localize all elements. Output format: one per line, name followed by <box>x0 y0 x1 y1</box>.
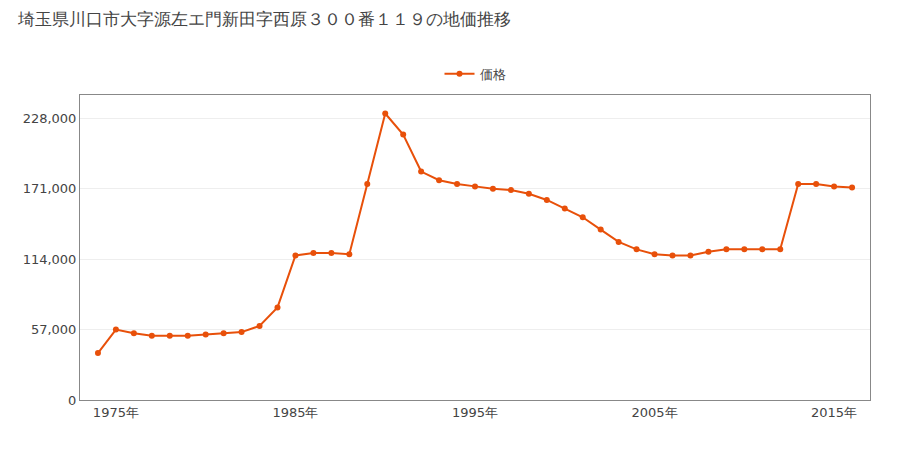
svg-text:0: 0 <box>68 393 76 408</box>
svg-text:1975年: 1975年 <box>93 405 139 420</box>
svg-text:1995年: 1995年 <box>452 405 498 420</box>
svg-text:2005年: 2005年 <box>632 405 678 420</box>
svg-text:価格: 価格 <box>480 67 506 82</box>
svg-text:171,000: 171,000 <box>23 181 77 196</box>
svg-text:2015年: 2015年 <box>811 405 857 420</box>
svg-text:57,000: 57,000 <box>31 322 77 337</box>
svg-text:埼玉県川口市大字源左エ門新田字西原３００番１１９の地価推移: 埼玉県川口市大字源左エ門新田字西原３００番１１９の地価推移 <box>17 9 511 29</box>
svg-text:114,000: 114,000 <box>23 252 77 267</box>
svg-text:1985年: 1985年 <box>272 405 318 420</box>
svg-text:228,000: 228,000 <box>23 111 77 126</box>
